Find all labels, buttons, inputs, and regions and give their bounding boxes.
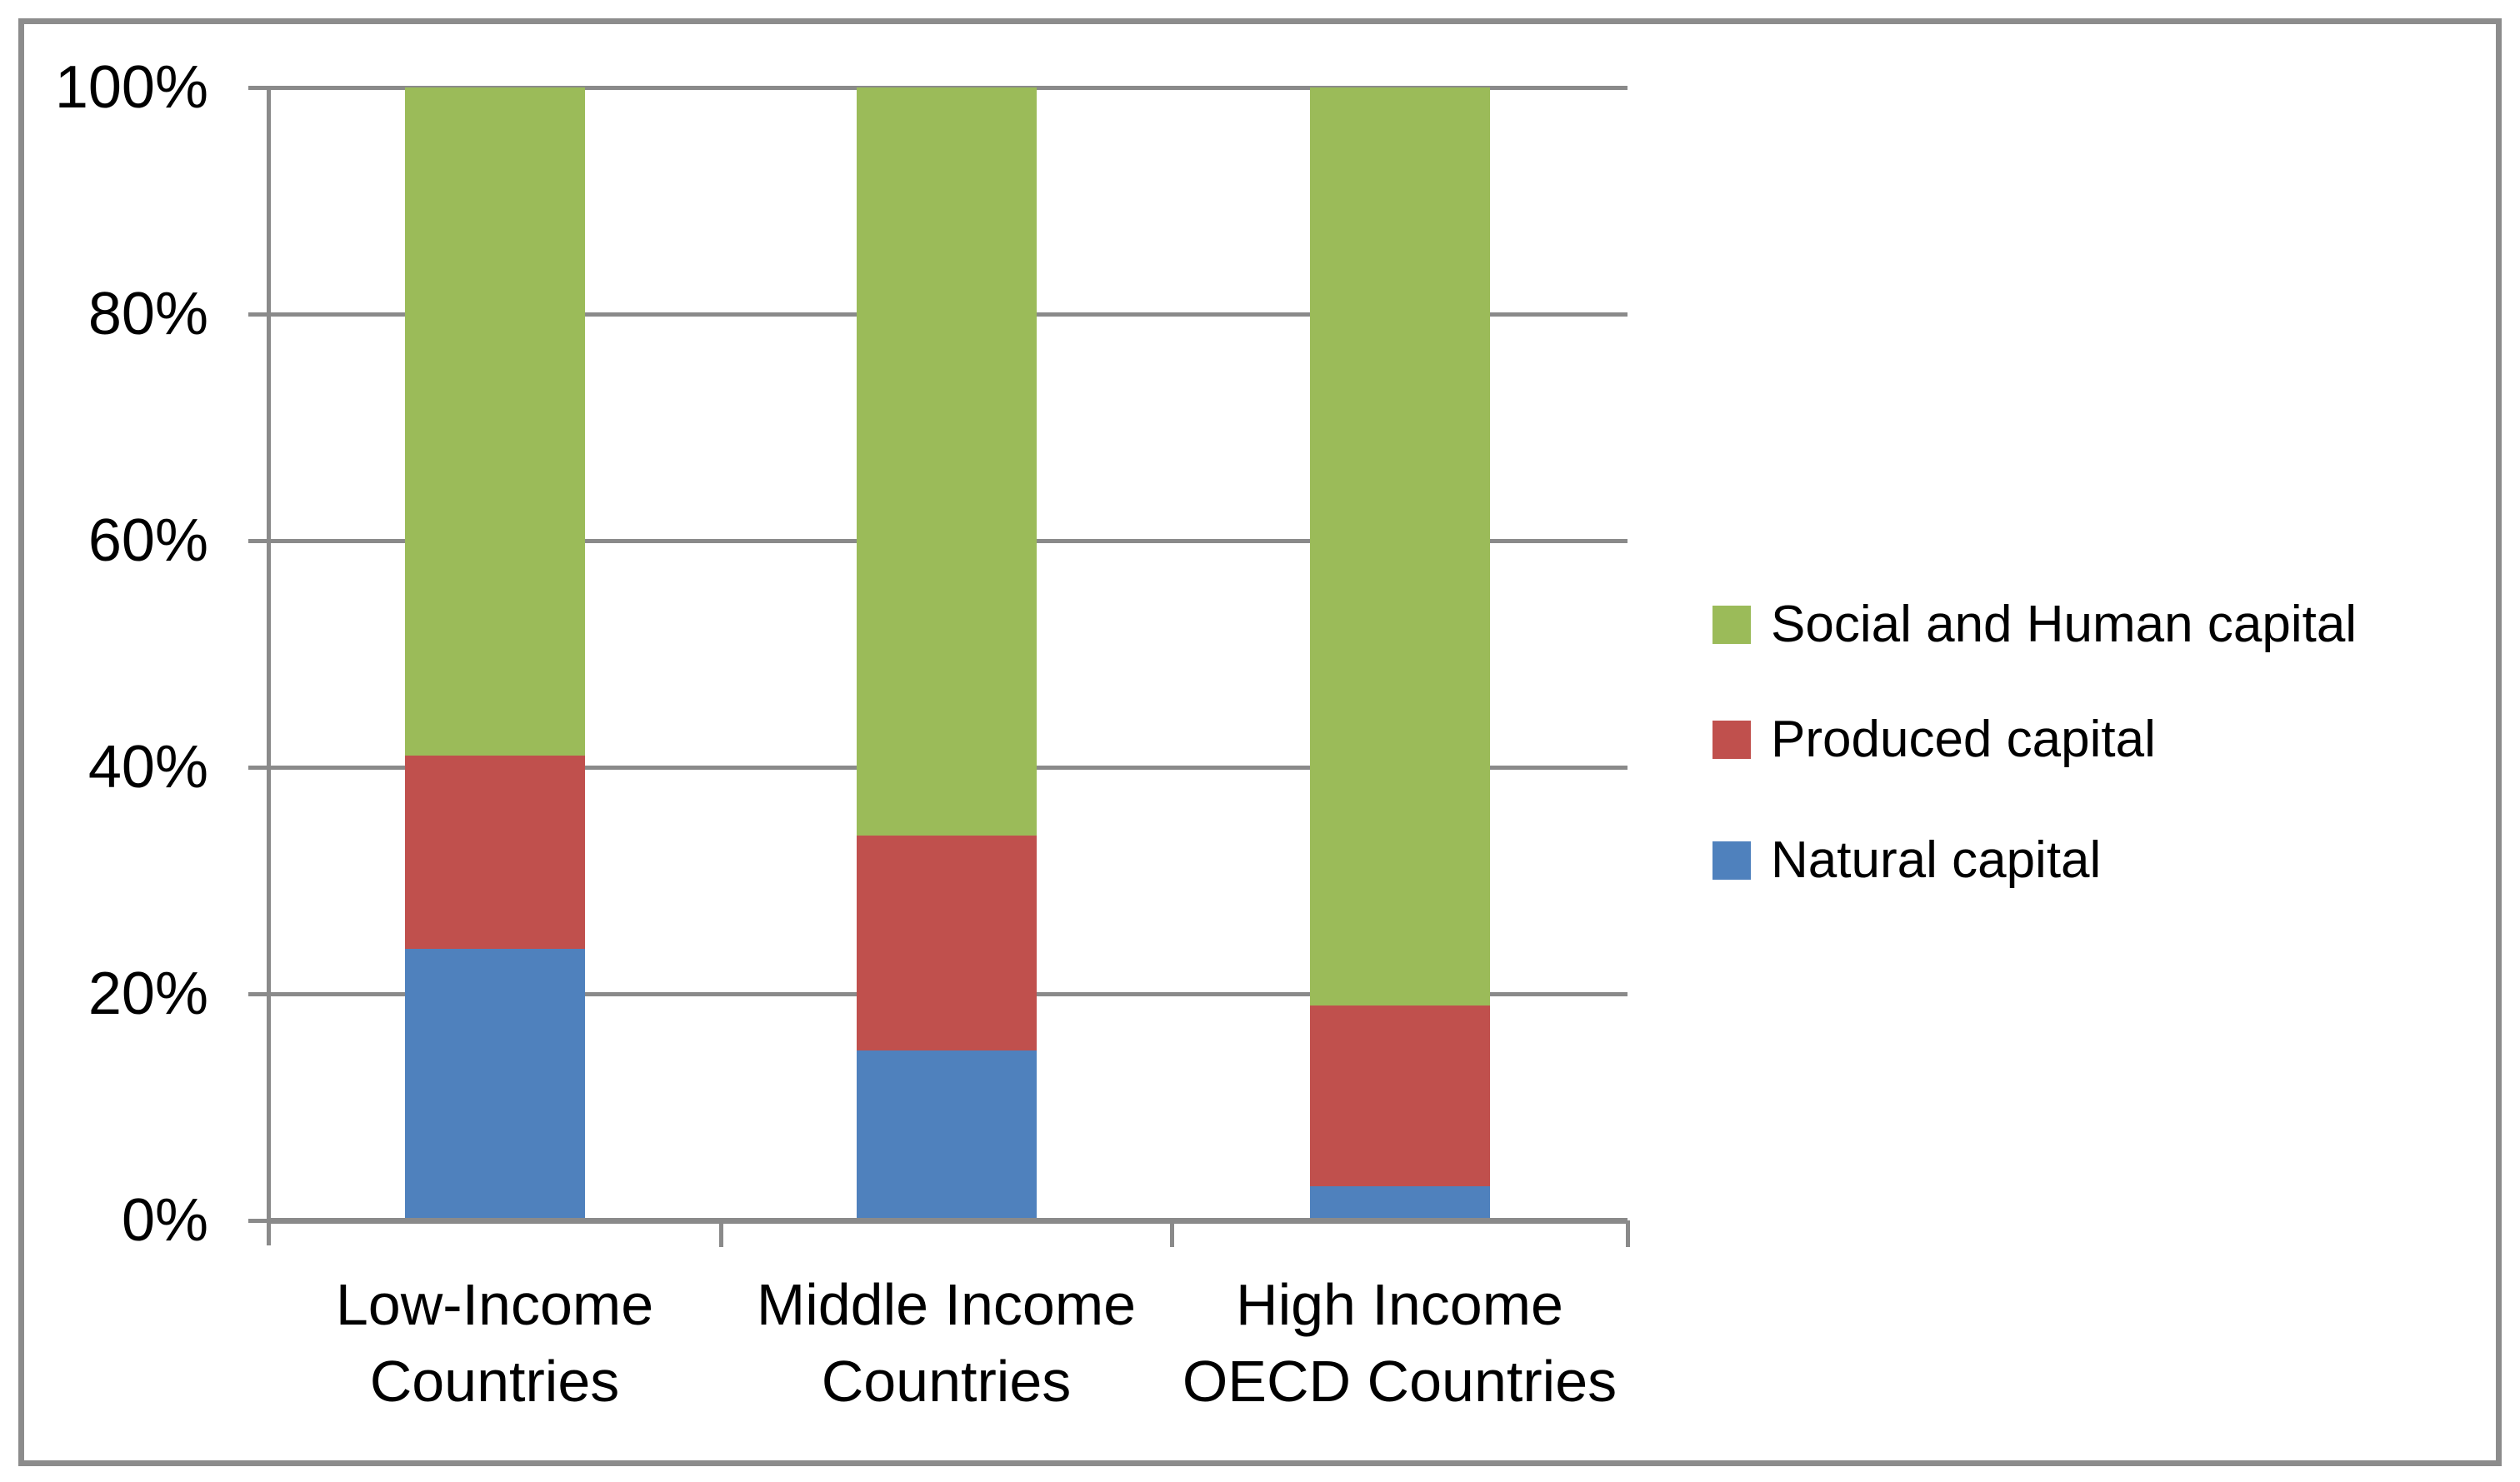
- y-tick-mark-40: [248, 765, 268, 770]
- category-label-1-line-1: Countries: [821, 1349, 1072, 1414]
- legend-label: Produced capital: [1771, 711, 2156, 768]
- category-tick-mark-1: [1169, 1220, 1174, 1247]
- y-tick-label-40: 40%: [88, 734, 208, 801]
- category-label-2: High Income OECD Countries: [1172, 1266, 1628, 1420]
- y-tick-mark-0: [248, 1218, 268, 1223]
- y-axis-line: [266, 87, 271, 1245]
- chart-border-frame: [18, 18, 2502, 1466]
- category-label-1: Middle Income Countries: [721, 1266, 1172, 1420]
- bar-segment-natural-capital-cat2: [1309, 1186, 1490, 1220]
- legend-item-produced-capital: Produced capital: [1712, 714, 2156, 766]
- legend-item-social-and-human-capital: Social and Human capital: [1712, 599, 2357, 651]
- bar-segment-social-and-human-capital-cat2: [1309, 87, 1490, 1005]
- legend-swatch-natural-capital: [1712, 841, 1751, 880]
- bar-segment-produced-capital-cat2: [1309, 1005, 1490, 1187]
- bar-segment-produced-capital-cat0: [404, 756, 585, 949]
- y-tick-mark-100: [248, 85, 268, 90]
- category-label-2-line-0: High Income: [1236, 1272, 1563, 1337]
- category-tick-mark-0: [718, 1220, 723, 1247]
- y-tick-mark-60: [248, 538, 268, 543]
- legend-item-natural-capital: Natural capital: [1712, 835, 2101, 886]
- legend-label: Social and Human capital: [1771, 596, 2358, 653]
- category-label-0-line-0: Low-Income: [335, 1272, 654, 1337]
- bar-segment-natural-capital-cat1: [856, 1050, 1037, 1220]
- category-label-2-line-1: OECD Countries: [1182, 1349, 1618, 1414]
- y-tick-mark-20: [248, 991, 268, 996]
- category-label-0-line-1: Countries: [369, 1349, 620, 1414]
- legend-swatch-produced-capital: [1712, 721, 1751, 759]
- legend-label: Natural capital: [1771, 831, 2102, 889]
- legend-swatch-social-and-human-capital: [1712, 606, 1751, 644]
- y-tick-mark-80: [248, 312, 268, 317]
- bar-segment-natural-capital-cat0: [404, 948, 585, 1220]
- category-tick-mark-2: [1625, 1220, 1630, 1247]
- bar-segment-social-and-human-capital-cat0: [404, 87, 585, 756]
- x-axis-line: [268, 1217, 1628, 1224]
- y-tick-label-20: 20%: [88, 961, 208, 1027]
- y-tick-label-60: 60%: [88, 507, 208, 574]
- y-tick-label-0: 0%: [121, 1187, 208, 1254]
- bar-segment-produced-capital-cat1: [856, 835, 1037, 1050]
- bar-segment-social-and-human-capital-cat1: [856, 87, 1037, 836]
- y-tick-label-100: 100%: [54, 54, 208, 121]
- category-label-1-line-0: Middle Income: [756, 1272, 1137, 1337]
- y-tick-label-80: 80%: [88, 281, 208, 347]
- category-label-0: Low-Income Countries: [268, 1266, 721, 1420]
